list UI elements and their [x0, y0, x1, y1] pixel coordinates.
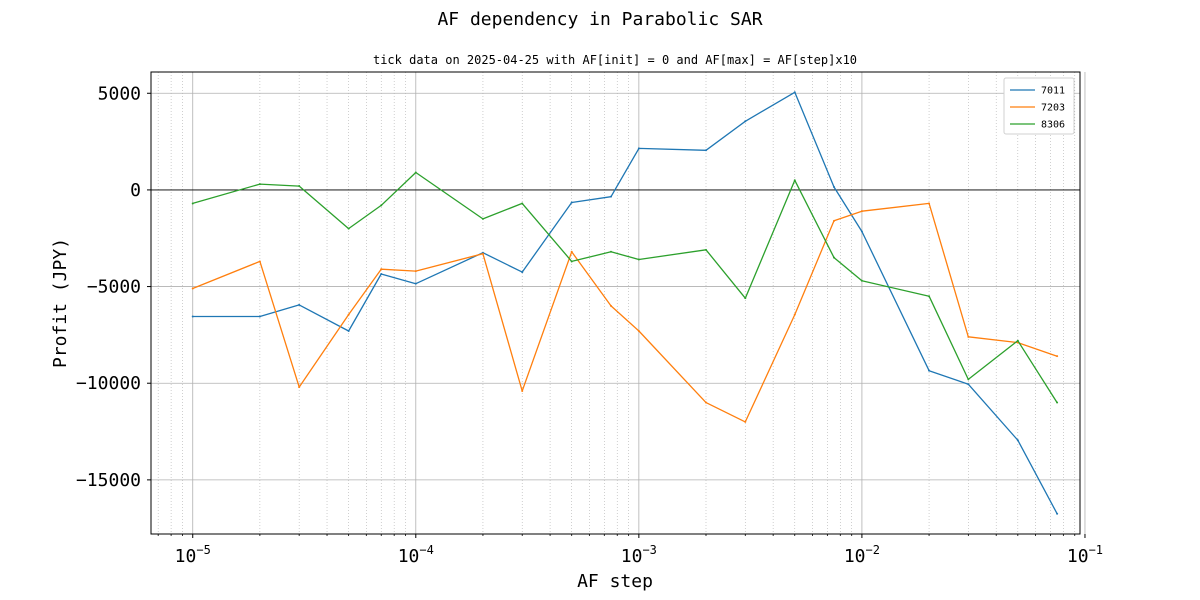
legend-label-7011: 7011 — [1041, 86, 1065, 97]
data-point-8306 — [793, 179, 796, 182]
data-point-8306 — [860, 279, 863, 282]
data-point-8306 — [704, 248, 707, 251]
data-point-7203 — [298, 386, 301, 389]
legend-box — [1003, 77, 1075, 135]
data-point-7011 — [744, 120, 747, 123]
data-point-7011 — [833, 186, 836, 189]
series-line-7011 — [192, 91, 1058, 515]
y-tick-label: −10000 — [76, 373, 141, 394]
data-point-7011 — [967, 383, 970, 386]
x-axis-label: AF step — [577, 571, 653, 592]
data-point-7011 — [298, 303, 301, 306]
data-point-7011 — [793, 91, 796, 94]
data-point-8306 — [414, 171, 417, 174]
data-point-8306 — [481, 217, 484, 220]
data-point-7011 — [191, 315, 194, 318]
data-point-7203 — [744, 420, 747, 423]
x-tick-label: 10−3 — [621, 543, 657, 567]
data-point-7203 — [380, 268, 383, 271]
data-point-7011 — [521, 271, 524, 274]
data-point-8306 — [521, 202, 524, 205]
data-point-8306 — [298, 185, 301, 188]
data-point-7011 — [570, 201, 573, 204]
data-point-8306 — [191, 202, 194, 205]
data-point-8306 — [744, 297, 747, 300]
chart-title: AF dependency in Parabolic SAR — [437, 9, 762, 30]
data-point-7203 — [833, 219, 836, 222]
data-point-7203 — [521, 389, 524, 392]
legend-label-8306: 8306 — [1041, 120, 1065, 131]
data-point-7203 — [967, 335, 970, 338]
x-tick-label: 10−2 — [844, 543, 880, 567]
data-point-8306 — [967, 378, 970, 381]
data-point-7203 — [860, 210, 863, 213]
data-point-7011 — [347, 330, 350, 333]
data-point-7011 — [380, 273, 383, 276]
y-tick-label: −15000 — [76, 470, 141, 491]
y-tick-label: −5000 — [87, 277, 141, 298]
data-point-8306 — [833, 256, 836, 259]
data-point-7203 — [609, 304, 612, 307]
data-point-8306 — [1016, 339, 1019, 342]
data-point-7011 — [1056, 512, 1059, 515]
data-point-7203 — [258, 260, 261, 263]
chart-subtitle: tick data on 2025-04-25 with AF[init] = … — [373, 53, 857, 67]
y-tick-label: 0 — [130, 180, 141, 201]
data-point-7203 — [928, 202, 931, 205]
data-point-7203 — [570, 250, 573, 253]
ticks: 5000 0 −5000 −10000 −15000 10−5 10−4 10−3 10−2 10… — [76, 83, 1103, 567]
data-point-8306 — [609, 250, 612, 253]
data-point-7203 — [1056, 355, 1059, 358]
series-line-8306 — [192, 171, 1058, 403]
data-point-7011 — [609, 195, 612, 198]
y-tick-label: 5000 — [98, 83, 141, 104]
series-layer — [191, 91, 1059, 515]
data-point-8306 — [380, 204, 383, 207]
plot-frame — [150, 71, 1081, 535]
data-point-8306 — [1056, 401, 1059, 404]
data-point-7203 — [347, 313, 350, 316]
data-point-8306 — [637, 258, 640, 261]
data-point-7203 — [793, 313, 796, 316]
data-point-8306 — [347, 227, 350, 230]
data-point-7011 — [704, 149, 707, 152]
data-point-7203 — [637, 330, 640, 333]
legend-label-7203: 7203 — [1041, 103, 1065, 114]
data-point-7011 — [258, 315, 261, 318]
data-point-7203 — [191, 287, 194, 290]
data-point-7203 — [414, 270, 417, 273]
data-point-7011 — [928, 369, 931, 372]
x-tick-label: 10−5 — [175, 543, 211, 567]
data-point-7011 — [1016, 439, 1019, 442]
data-point-8306 — [258, 183, 261, 186]
data-point-7011 — [860, 230, 863, 233]
grid — [151, 72, 1086, 534]
data-point-7011 — [637, 147, 640, 150]
legend: 7011 7203 8306 — [1003, 77, 1075, 135]
series-line-7203 — [192, 202, 1058, 423]
data-point-7203 — [704, 401, 707, 404]
data-point-8306 — [928, 295, 931, 298]
data-point-7203 — [481, 252, 484, 255]
y-axis-label: Profit (JPY) — [50, 238, 71, 368]
x-tick-label: 10−1 — [1067, 543, 1103, 567]
data-point-7011 — [414, 282, 417, 285]
x-tick-label: 10−4 — [398, 543, 434, 567]
data-point-8306 — [570, 260, 573, 263]
